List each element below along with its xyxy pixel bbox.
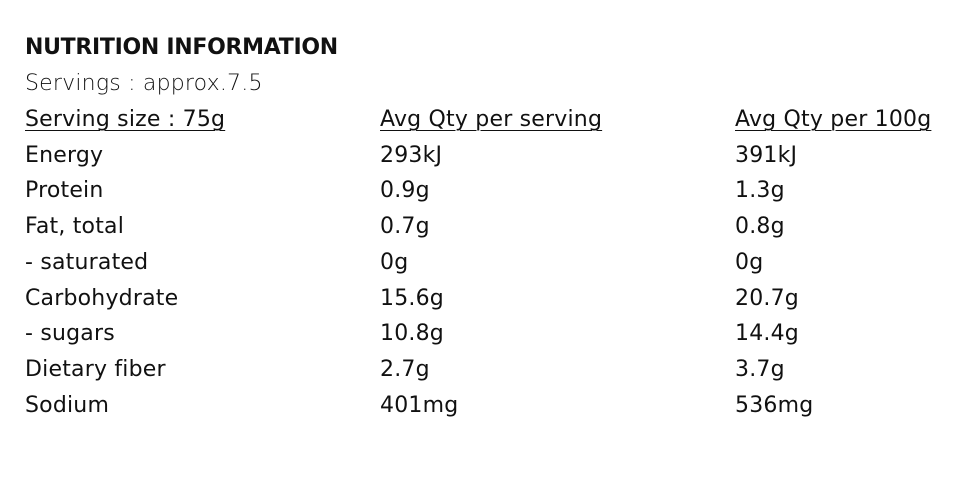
nutrient-value: 20.7g: [735, 285, 799, 311]
nutrient-value: 10.8g: [380, 321, 444, 347]
nutrient-value: 401mg: [380, 392, 459, 418]
nutrient-name: Carbohydrate: [25, 285, 179, 311]
nutrient-value: 2.7g: [380, 356, 430, 382]
table-row: - sugars 10.8g 14.4g: [0, 316, 973, 352]
table-row: Carbohydrate 15.6g 20.7g: [0, 281, 973, 317]
table-row: Fat, total 0.7g 0.8g: [0, 209, 973, 245]
table-row: Dietary fiber 2.7g 3.7g: [0, 352, 973, 388]
nutrient-value: 536mg: [735, 392, 814, 418]
nutrient-value: 0.9g: [380, 178, 430, 204]
nutrient-name: Energy: [25, 142, 104, 168]
table-row: Protein 0.9g 1.3g: [0, 173, 973, 209]
nutrient-value: 293kJ: [380, 142, 443, 168]
nutrient-value: 0g: [380, 249, 409, 275]
nutrient-name: Dietary fiber: [25, 356, 166, 382]
title: NUTRITION INFORMATION: [25, 35, 338, 60]
nutrient-value: 14.4g: [735, 321, 799, 347]
column-header: Serving size : 75g: [25, 107, 226, 132]
nutrient-value: 3.7g: [735, 356, 785, 382]
table-row: - saturated 0g 0g: [0, 245, 973, 281]
nutrient-value: 0.8g: [735, 214, 785, 240]
nutrient-name: - saturated: [25, 249, 149, 275]
nutrient-value: 0g: [735, 249, 764, 275]
header-row: Serving size : 75g Avg Qty per serving Avg…: [0, 102, 973, 138]
nutrient-name: - sugars: [25, 321, 115, 347]
nutrient-value: 15.6g: [380, 285, 444, 311]
table-row: Energy 293kJ 391kJ: [0, 138, 973, 174]
nutrient-value: 0.7g: [380, 214, 430, 240]
servings: Servings : approx.7.5: [25, 71, 263, 96]
nutrient-name: Fat, total: [25, 214, 125, 240]
column-header: Avg Qty per 100g: [735, 107, 932, 132]
nutrient-value: 391kJ: [735, 142, 798, 168]
column-header: Avg Qty per serving: [380, 107, 603, 132]
table-row: Sodium 401mg 536mg: [0, 388, 973, 424]
nutrient-value: 1.3g: [735, 178, 785, 204]
nutrient-name: Sodium: [25, 392, 110, 418]
nutrient-name: Protein: [25, 178, 104, 204]
